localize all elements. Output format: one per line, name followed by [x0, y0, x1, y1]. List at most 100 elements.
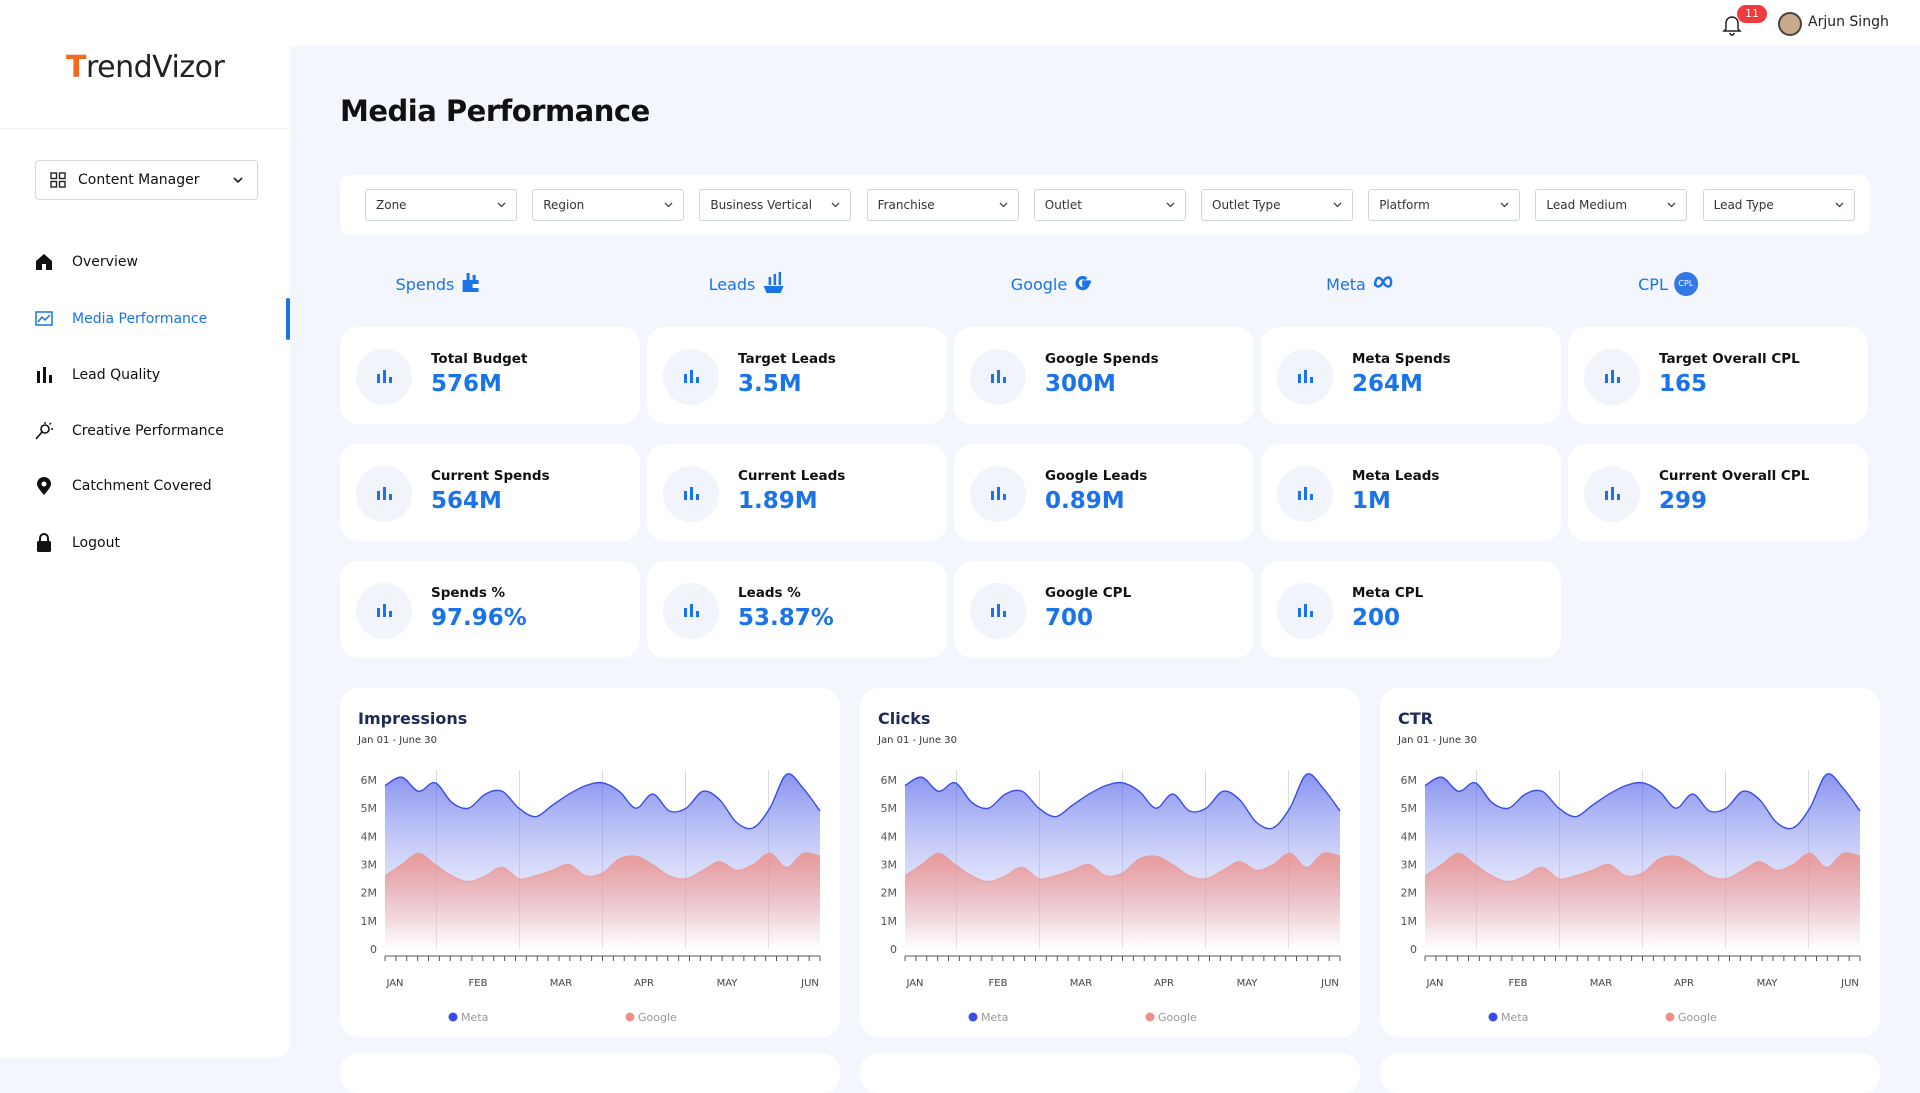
filter-label: Zone: [376, 198, 407, 212]
bar-icon: [1298, 604, 1313, 617]
filter-dropdown[interactable]: Platform: [1368, 189, 1521, 221]
kpi-value: 97.96%: [431, 605, 527, 631]
kpi-card: Leads % 53.87%: [647, 561, 947, 658]
chart-card-partial: [860, 1053, 1360, 1093]
kpi-icon: [663, 583, 719, 639]
section-icon: [462, 273, 481, 292]
bell-icon[interactable]: [1722, 14, 1742, 36]
x-tick-label: JAN: [385, 978, 403, 989]
logo-mark: T: [66, 50, 86, 85]
chevron: [1500, 202, 1509, 208]
bar-icon: [1605, 487, 1620, 500]
nav-icon: [37, 367, 52, 383]
kpi-icon: [663, 466, 719, 522]
nav-item[interactable]: Creative Performance: [34, 416, 224, 446]
kpi-label: Meta CPL: [1352, 585, 1424, 601]
line: [384, 852, 821, 883]
chevron: [1166, 202, 1175, 208]
x-tick-label: MAY: [717, 978, 739, 989]
x-tick-label: APR: [634, 978, 654, 989]
kpi-value: 0.89M: [1045, 488, 1125, 514]
x-tick-label: JUN: [800, 978, 819, 989]
y-tick-label: 2M: [1401, 887, 1418, 900]
nav-item[interactable]: Lead Quality: [34, 360, 160, 390]
chevron: [1835, 202, 1844, 208]
y-tick-label: 5M: [1401, 802, 1418, 815]
chevron: [831, 202, 840, 208]
kpi-icon: [970, 349, 1026, 405]
kpi-icon: [356, 349, 412, 405]
filter-dropdown[interactable]: Zone: [365, 189, 517, 221]
filter-label: Lead Medium: [1546, 198, 1628, 212]
chevron: [1667, 202, 1676, 208]
kpi-label: Leads %: [738, 585, 801, 601]
filter-dropdown[interactable]: Region: [532, 189, 685, 221]
user-name[interactable]: Arjun Singh: [1808, 14, 1889, 30]
filter-dropdown[interactable]: Outlet Type: [1201, 189, 1353, 221]
kpi-card: Spends % 97.96%: [340, 561, 640, 658]
section-icon: [1075, 276, 1092, 291]
kpi-value: 53.87%: [738, 605, 834, 631]
x-tick-label: FEB: [989, 978, 1008, 989]
section-header: Google: [1011, 272, 1097, 296]
y-tick-label: 1M: [881, 915, 898, 928]
kpi-label: Current Leads: [738, 468, 846, 484]
nav-icon: [35, 311, 53, 326]
x-tick-label: JUN: [1840, 978, 1859, 989]
bar-icon: [991, 487, 1006, 500]
x-tick-label: FEB: [1509, 978, 1528, 989]
bar-icon: [684, 487, 699, 500]
logo: TrendVizor: [66, 50, 225, 85]
bar-icon: [377, 370, 392, 383]
legend-label: Meta: [1501, 1011, 1528, 1024]
nav-item[interactable]: Overview: [34, 247, 138, 277]
section-icon: [1373, 276, 1393, 288]
bar-icon: [377, 604, 392, 617]
x-tick-label: APR: [1674, 978, 1694, 989]
kpi-label: Meta Spends: [1352, 351, 1451, 367]
nav-label: Media Performance: [72, 311, 208, 327]
filter-dropdown[interactable]: Business Vertical: [699, 189, 852, 221]
chart-subtitle: Jan 01 - June 30: [357, 735, 437, 746]
kpi-value: 3.5M: [738, 371, 802, 397]
filter-dropdown[interactable]: Outlet: [1033, 189, 1186, 221]
section-label: Google: [1010, 274, 1068, 294]
kpi-card: Target Leads 3.5M: [647, 327, 947, 424]
y-tick-label: 6M: [361, 774, 378, 787]
chart: CTR Jan 01 - June 30 0 1M 2M 3M 4M 5M 6M JAN FEB MA…: [1397, 709, 1892, 1024]
chart-title: Impressions: [358, 709, 467, 728]
avatar[interactable]: [1778, 12, 1802, 36]
filter-label: Lead Type: [1713, 198, 1774, 212]
chart: Clicks Jan 01 - June 30 0 1M 2M 3M 4M 5M 6M JAN FE…: [877, 709, 1372, 1024]
nav-item[interactable]: Logout: [34, 528, 120, 558]
x-tick-label: FEB: [469, 978, 488, 989]
filter-dropdown[interactable]: Lead Medium: [1535, 189, 1688, 221]
legend-label: Google: [1678, 1011, 1717, 1024]
nav-item[interactable]: Media Performance: [34, 304, 207, 334]
line: [904, 852, 1341, 883]
section-icon: [763, 272, 784, 293]
y-tick-label: 2M: [361, 887, 378, 900]
y-tick-label: 4M: [361, 830, 378, 843]
bar-icon: [377, 487, 392, 500]
logo-text: rendVizor: [85, 50, 225, 85]
kpi-label: Current Overall CPL: [1659, 468, 1810, 484]
nav-label: Overview: [72, 254, 138, 270]
kpi-label: Total Budget: [431, 351, 528, 367]
chart-title: CTR: [1398, 709, 1433, 728]
filter-dropdown[interactable]: Lead Type: [1702, 189, 1855, 221]
filter-dropdown[interactable]: Franchise: [866, 189, 1019, 221]
kpi-value: 1.89M: [738, 488, 818, 514]
legend-dot: [1665, 1012, 1675, 1022]
kpi-icon: [1277, 349, 1333, 405]
x-tick-label: MAY: [1237, 978, 1259, 989]
bar-icon: [1298, 487, 1313, 500]
kpi-card: Google Leads 0.89M: [954, 444, 1254, 541]
page-title: Media Performance: [340, 94, 650, 128]
nav-item[interactable]: Catchment Covered: [34, 471, 212, 501]
section-header: Spends: [396, 272, 485, 296]
nav-icon: [37, 477, 51, 495]
filter-label: Outlet Type: [1212, 198, 1281, 212]
content-manager-dropdown[interactable]: Content Manager: [35, 160, 258, 200]
filter-bar: [340, 175, 1870, 235]
